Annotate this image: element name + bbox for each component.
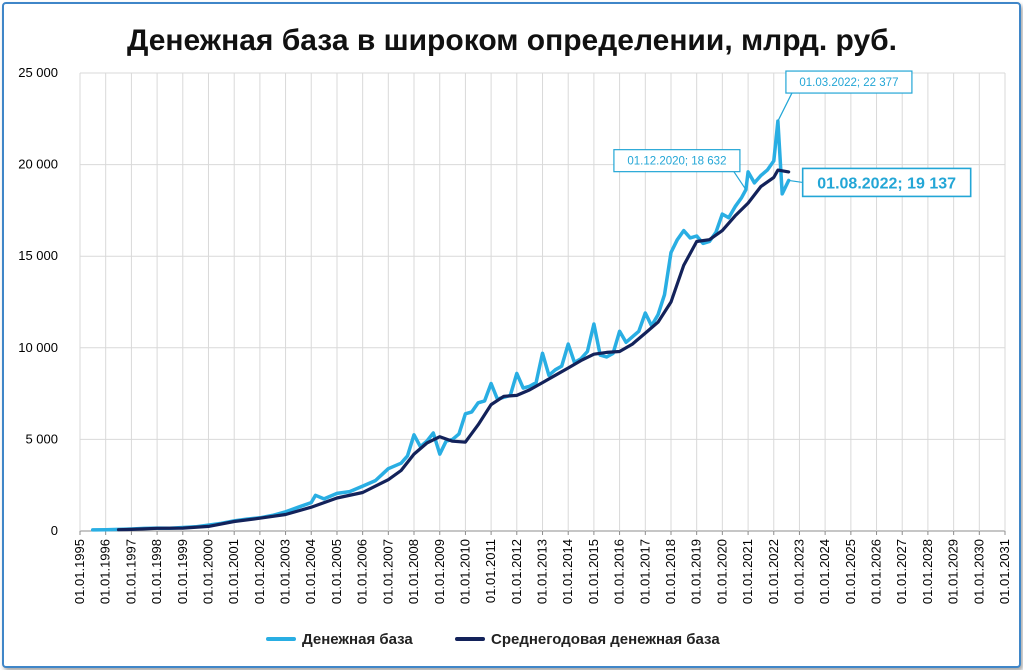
y-tick-label: 20 000 xyxy=(18,157,58,172)
grid xyxy=(79,72,1006,532)
y-tick-label: 15 000 xyxy=(18,248,58,263)
x-tick-label: 01.01.2001 xyxy=(226,539,241,604)
y-tick-label: 0 xyxy=(51,523,58,538)
annotation-leader xyxy=(733,171,747,190)
x-tick-label: 01.01.2010 xyxy=(457,539,472,604)
x-tick-label: 01.01.1998 xyxy=(149,539,164,604)
x-tick-label: 01.01.1997 xyxy=(123,539,138,604)
x-tick-label: 01.01.2006 xyxy=(355,539,370,604)
annotation-label: 01.12.2020; 18 632 xyxy=(627,156,726,168)
x-tick-label: 01.01.2019 xyxy=(689,539,704,604)
x-tick-label: 01.01.1995 xyxy=(72,539,87,604)
x-tick-label: 01.01.2029 xyxy=(946,539,961,604)
annotation-box xyxy=(785,70,913,94)
x-tick-label: 01.01.2003 xyxy=(278,539,293,604)
x-tick-label: 01.01.2024 xyxy=(817,539,832,604)
x-tick-label: 01.01.2018 xyxy=(663,539,678,604)
legend: Денежная база Среднегодовая денежная база xyxy=(266,631,720,648)
x-tick-label: 01.01.2011 xyxy=(483,539,498,603)
x-tick-label: 01.01.2026 xyxy=(869,539,884,604)
x-axis: 01.01.1995 01.01.1996 01.01.1997 01.01.1998… xyxy=(72,531,1012,604)
x-tick-label: 01.01.2004 xyxy=(303,539,318,604)
x-tick-label: 01.01.2023 xyxy=(791,539,806,604)
annotations: 01.03.2022; 22 377 01.12.2020; 18 632 01.0… xyxy=(613,70,972,198)
x-tick-label: 01.01.2025 xyxy=(843,539,858,604)
x-tick-label: 01.01.1999 xyxy=(175,539,190,604)
annotation-box xyxy=(613,149,741,173)
x-tick-label: 01.01.2030 xyxy=(971,539,986,604)
y-axis: 0 5 000 10 000 15 000 20 000 25 000 xyxy=(18,65,58,538)
chart-title: Денежная база в широком определении, млр… xyxy=(127,24,897,57)
x-tick-label: 01.01.2007 xyxy=(380,539,395,604)
y-tick-label: 5 000 xyxy=(25,431,58,446)
x-tick-label: 01.01.2016 xyxy=(612,539,627,604)
x-tick-label: 01.01.2020 xyxy=(714,539,729,604)
annotation-leader xyxy=(777,92,793,122)
x-tick-label: 01.01.2012 xyxy=(509,539,524,604)
x-tick-label: 01.01.2013 xyxy=(535,539,550,604)
annotation-leader xyxy=(788,179,803,184)
x-tick-label: 01.01.2005 xyxy=(329,539,344,604)
y-tick-label: 25 000 xyxy=(18,65,58,80)
legend-label: Среднегодовая денежная база xyxy=(491,631,720,648)
series-line-average-money-base xyxy=(116,168,791,532)
x-tick-label: 01.01.2027 xyxy=(894,539,909,604)
legend-label: Денежная база xyxy=(302,631,413,648)
x-tick-label: 01.01.2000 xyxy=(200,539,215,604)
series-layer xyxy=(90,119,791,532)
annotation-label: 01.03.2022; 22 377 xyxy=(799,77,898,89)
y-tick-label: 10 000 xyxy=(18,340,58,355)
annotation-box xyxy=(801,167,972,198)
x-tick-label: 01.01.2009 xyxy=(432,539,447,604)
x-tick-label: 01.01.2028 xyxy=(920,539,935,604)
x-tick-label: 01.01.2002 xyxy=(252,539,267,604)
x-tick-label: 01.01.1996 xyxy=(98,539,113,604)
legend-item-average-money-base: Среднегодовая денежная база xyxy=(455,631,720,648)
x-tick-label: 01.01.2021 xyxy=(740,539,755,604)
legend-item-money-base: Денежная база xyxy=(266,631,413,648)
x-tick-label: 01.01.2031 xyxy=(997,539,1012,604)
x-tick-label: 01.01.2008 xyxy=(406,539,421,604)
x-tick-label: 01.01.2014 xyxy=(560,539,575,604)
x-tick-label: 01.01.2022 xyxy=(766,539,781,604)
x-tick-label: 01.01.2015 xyxy=(586,539,601,604)
annotation-label: 01.08.2022; 19 137 xyxy=(817,175,956,192)
x-tick-label: 01.01.2017 xyxy=(637,539,652,604)
series-line-money-base xyxy=(90,119,791,532)
